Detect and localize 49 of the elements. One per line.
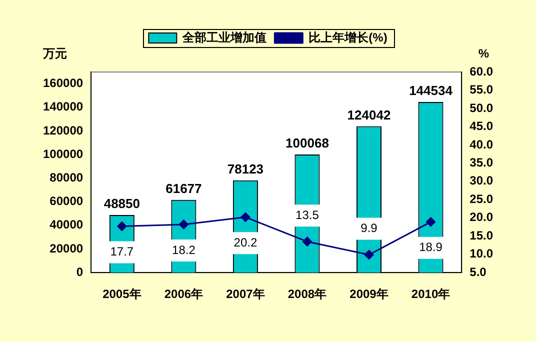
y2-tick-label: 20.0 (470, 210, 494, 224)
y-tick-label: 100000 (42, 146, 84, 161)
y2-tick-label: 50.0 (470, 100, 494, 115)
data-label: 100068 (286, 136, 329, 151)
x-tick-label: 2008年 (288, 287, 327, 302)
y-tick-label: 0 (76, 264, 84, 279)
point (117, 222, 127, 232)
y-tick-label: 120000 (42, 123, 84, 138)
data-label: 144534 (409, 83, 454, 98)
data-label: 124042 (347, 107, 391, 122)
y2-tick-label: 55.0 (470, 82, 494, 97)
data-label: 13.5 (296, 208, 320, 222)
y2-tick-label: 5.0 (470, 264, 487, 279)
x-tick-label: 2009年 (350, 287, 388, 302)
x-tick-label: 2010年 (411, 287, 450, 302)
point (178, 220, 188, 230)
point (302, 236, 312, 246)
y-axis-title: 万元 (42, 46, 68, 60)
point (240, 212, 250, 222)
y2-axis-title: % (478, 46, 490, 60)
data-label: 20.2 (234, 235, 258, 250)
data-label: 17.7 (110, 244, 134, 259)
y2-tick-label: 35.0 (470, 155, 494, 170)
data-label: 18.9 (419, 240, 443, 254)
y-tick-label: 60000 (50, 194, 84, 208)
y-tick-label: 160000 (42, 76, 84, 90)
y2-tick-label: 60.0 (470, 64, 494, 78)
y2-tick-label: 10.0 (470, 246, 494, 261)
y-tick-label: 140000 (42, 100, 84, 114)
y2-tick-label: 40.0 (470, 137, 494, 152)
data-label: 9.9 (360, 221, 378, 236)
y-tick-label: 40000 (50, 218, 84, 232)
legend-label: 比上年增长(%) (308, 30, 388, 44)
legend-label: 全部工业增加值 (182, 30, 267, 44)
y2-tick-label: 30.0 (470, 174, 494, 188)
y2-tick-label: 15.0 (470, 228, 494, 242)
data-label: 48850 (104, 196, 140, 212)
y2-tick-label: 25.0 (470, 192, 494, 206)
data-label: 18.2 (172, 242, 196, 257)
x-tick-label: 2006年 (164, 287, 204, 302)
data-label: 78123 (227, 161, 264, 176)
y2-tick-label: 45.0 (470, 119, 494, 134)
x-tick-label: 2005年 (102, 287, 142, 302)
y-tick-label: 80000 (50, 170, 84, 185)
point (426, 217, 436, 227)
y-tick-label: 20000 (50, 241, 84, 256)
x-tick-label: 2007年 (226, 287, 265, 302)
data-label: 61677 (166, 180, 202, 196)
point (364, 250, 374, 260)
